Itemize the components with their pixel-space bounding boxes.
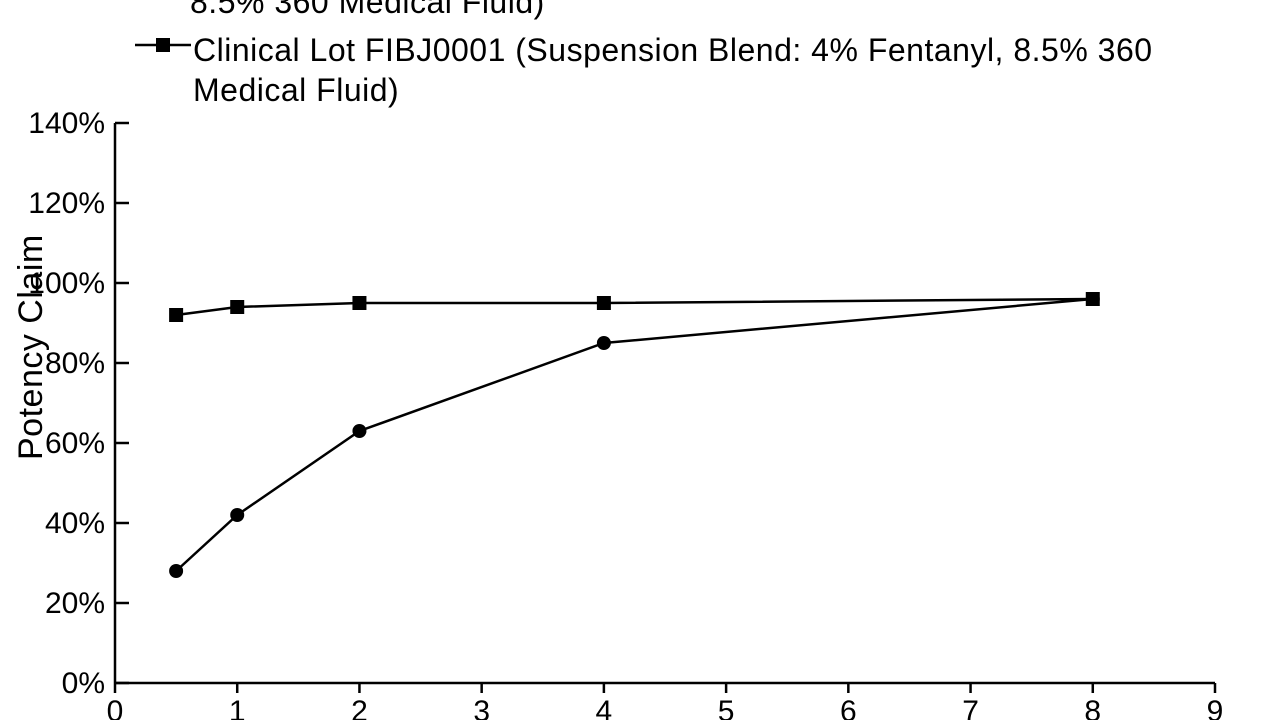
- x-tick-label: 7: [962, 695, 979, 720]
- y-tick-label: 20%: [45, 587, 105, 620]
- series-square-marker: [230, 300, 244, 314]
- x-tick-label: 4: [596, 695, 613, 720]
- series-circle-marker: [1086, 292, 1100, 306]
- series-square-marker: [169, 308, 183, 322]
- series-circle-marker: [230, 508, 244, 522]
- series-square-marker: [352, 296, 366, 310]
- y-tick-label: 80%: [45, 347, 105, 380]
- x-tick-label: 3: [473, 695, 490, 720]
- y-tick-label: 100%: [28, 267, 105, 300]
- x-tick-label: 2: [351, 695, 368, 720]
- series-square-marker: [597, 296, 611, 310]
- series-circle-line: [176, 299, 1093, 571]
- y-tick-label: 120%: [28, 187, 105, 220]
- series-circle-marker: [597, 336, 611, 350]
- series-circle-marker: [352, 424, 366, 438]
- y-tick-label: 40%: [45, 507, 105, 540]
- x-tick-label: 9: [1207, 695, 1224, 720]
- x-tick-label: 1: [229, 695, 246, 720]
- x-tick-label: 6: [840, 695, 857, 720]
- chart-page: 8.5% 360 Medical Fluid) Clinical Lot FIB…: [0, 0, 1280, 720]
- y-tick-label: 140%: [28, 107, 105, 140]
- x-tick-label: 8: [1084, 695, 1101, 720]
- chart-plot: 0% 20% 40% 60% 80% 100% 120% 140% 0 1 2 3 4 5 6 7 8 9: [0, 0, 1280, 720]
- x-tick-label: 5: [718, 695, 735, 720]
- x-tick-label: 0: [107, 695, 124, 720]
- y-tick-label: 0%: [62, 667, 105, 700]
- y-tick-label: 60%: [45, 427, 105, 460]
- series-circle-marker: [169, 564, 183, 578]
